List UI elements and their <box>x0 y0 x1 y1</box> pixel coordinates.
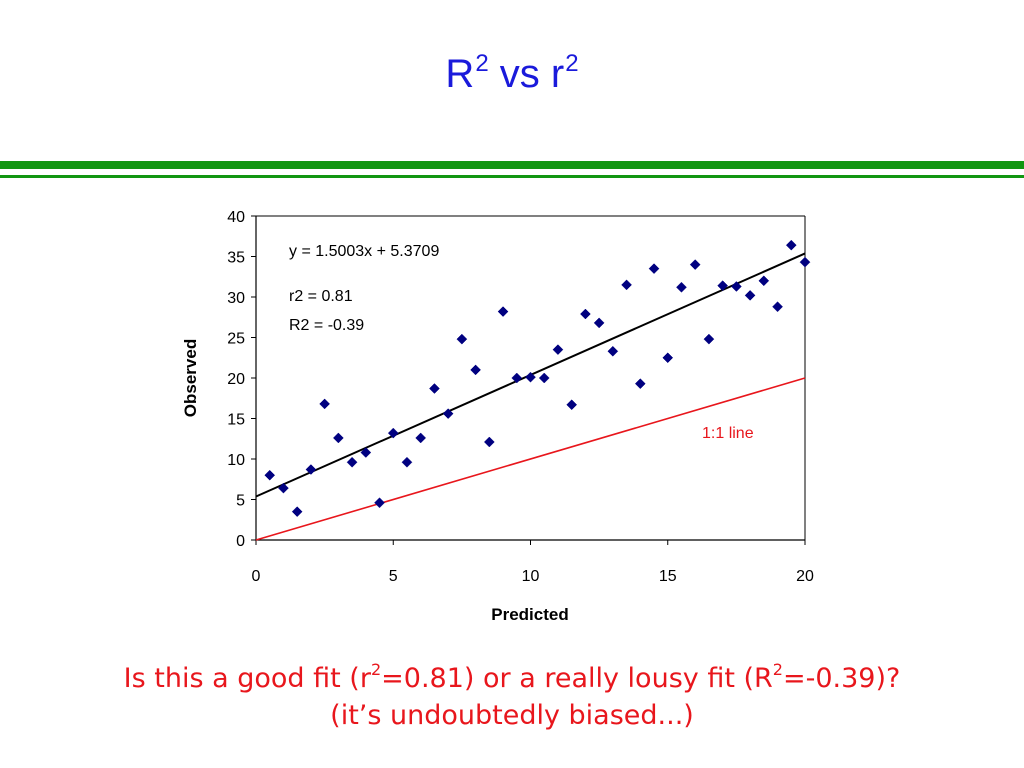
equation-label: y = 1.5003x + 5.3709 <box>289 243 439 260</box>
y-tick-label: 30 <box>227 290 245 307</box>
caption-sup-2: 2 <box>772 660 783 679</box>
data-point <box>429 383 440 394</box>
data-point <box>278 482 289 494</box>
title-rule-thick <box>0 161 1024 169</box>
data-point <box>689 259 701 270</box>
x-axis-title: Predicted <box>491 605 568 624</box>
identity-line-label: 1:1 line <box>702 425 754 442</box>
data-point <box>319 398 330 410</box>
data-point <box>703 333 715 345</box>
caption-sup-1: 2 <box>370 660 382 679</box>
data-point <box>511 372 523 384</box>
y-axis-ticks: 0 5 10 15 20 25 30 35 40 <box>227 209 256 550</box>
data-point <box>799 256 811 268</box>
data-point <box>401 456 413 468</box>
data-point <box>291 506 303 518</box>
data-point <box>442 408 454 419</box>
title-main: R <box>445 52 475 96</box>
identity-line <box>255 377 806 541</box>
y-axis-title: Observed <box>181 339 200 417</box>
data-point <box>497 306 509 317</box>
caption-part-a: Is this a good fit (r <box>123 663 371 694</box>
data-point <box>785 239 797 251</box>
title-middle: vs r <box>488 52 565 96</box>
data-point <box>456 333 468 345</box>
y-tick-label: 20 <box>227 371 245 388</box>
y-tick-label: 10 <box>227 452 245 469</box>
title-superscript-1: 2 <box>475 50 489 77</box>
x-axis-ticks: 0 5 10 15 20 <box>252 540 814 585</box>
data-point <box>593 317 605 329</box>
annotation-r2-big: R2 = -0.39 <box>289 317 364 334</box>
data-point <box>676 281 687 293</box>
x-tick-label: 0 <box>252 568 261 585</box>
y-tick-label: 40 <box>227 209 245 226</box>
caption-part-b: =0.81) or a really lousy fit (R <box>381 663 773 694</box>
data-point <box>332 432 344 444</box>
caption-question: Is this a good fit (r2=0.81) or a really… <box>0 660 1024 694</box>
y-tick-label: 5 <box>236 493 245 510</box>
data-point <box>470 364 481 376</box>
data-point <box>717 280 729 292</box>
x-tick-label: 10 <box>522 568 540 585</box>
x-tick-label: 5 <box>389 568 398 585</box>
data-point <box>580 308 591 320</box>
data-points <box>264 239 811 518</box>
data-point <box>607 345 619 357</box>
data-point <box>387 427 399 439</box>
y-tick-label: 35 <box>227 250 245 267</box>
data-point <box>483 436 495 448</box>
data-point <box>264 469 276 481</box>
data-point <box>552 344 564 356</box>
data-point <box>305 464 317 475</box>
x-tick-label: 20 <box>796 568 814 585</box>
data-point <box>648 263 660 275</box>
y-tick-label: 0 <box>236 533 245 550</box>
data-point <box>525 371 536 383</box>
title-superscript-2: 2 <box>565 50 579 77</box>
data-point <box>744 290 756 301</box>
data-point <box>758 275 770 287</box>
data-point <box>566 399 578 411</box>
annotation-r2-small: r2 = 0.81 <box>289 288 353 305</box>
title-rule-thin <box>0 175 1024 178</box>
caption-aside: (it’s undoubtedly biased...) <box>330 700 694 731</box>
data-point <box>374 497 385 509</box>
slide-title: R2 vs r2 <box>0 50 1024 97</box>
data-point <box>621 279 632 291</box>
data-point <box>346 456 358 468</box>
data-point <box>415 432 427 444</box>
y-tick-label: 25 <box>227 331 245 348</box>
data-point <box>662 352 674 364</box>
data-point <box>634 378 646 390</box>
data-point <box>772 301 783 313</box>
data-point <box>360 447 372 458</box>
data-point <box>731 281 742 292</box>
x-tick-label: 15 <box>659 568 677 585</box>
caption-part-c: =-0.39)? <box>782 663 901 694</box>
y-tick-label: 15 <box>227 412 245 429</box>
data-point <box>538 372 550 384</box>
